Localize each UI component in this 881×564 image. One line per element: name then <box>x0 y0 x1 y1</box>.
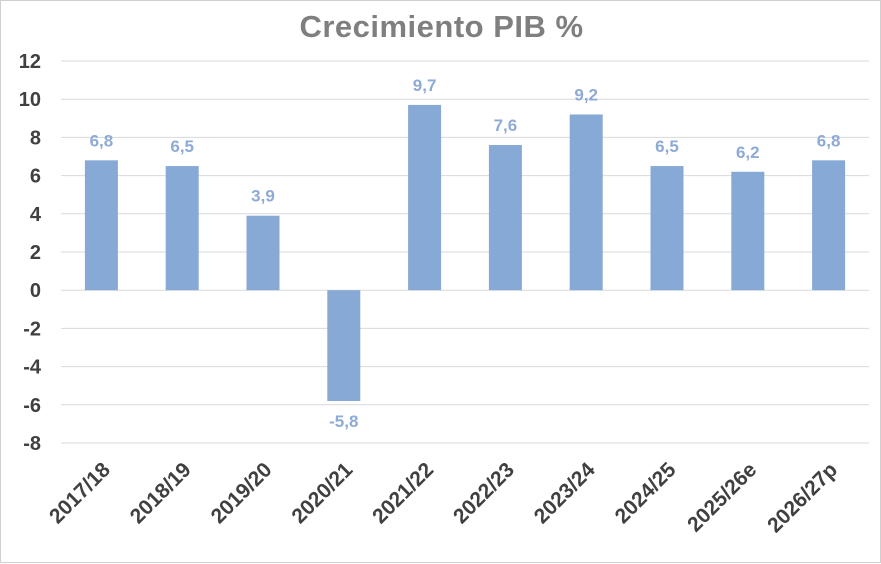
y-tick-label: -2 <box>23 318 41 340</box>
y-axis-ticks: 12 10 8 6 4 2 0 -2 -4 -6 -8 <box>19 51 42 455</box>
bars <box>84 104 846 401</box>
data-label: 3,9 <box>251 187 275 206</box>
y-tick-label: 2 <box>30 242 41 264</box>
bar <box>650 166 684 291</box>
bar <box>731 171 765 291</box>
x-tick-label: 2021/22 <box>368 458 438 528</box>
data-label: -5,8 <box>329 412 358 431</box>
data-labels: 6,8 6,5 3,9 -5,8 9,7 7,6 9,2 6,5 6,2 6,8 <box>90 76 841 431</box>
bar <box>812 160 846 291</box>
data-label: 6,8 <box>90 131 114 150</box>
x-tick-label: 2024/25 <box>611 458 681 528</box>
data-label: 6,8 <box>817 131 841 150</box>
y-tick-label: 6 <box>30 166 41 188</box>
data-label: 6,5 <box>170 137 194 156</box>
x-tick-label: 2025/26e <box>683 458 761 536</box>
data-label: 6,2 <box>736 143 760 162</box>
x-tick-label: 2020/21 <box>287 458 357 528</box>
bar <box>408 104 442 291</box>
x-tick-label: 2018/19 <box>126 458 196 528</box>
bar <box>488 145 522 291</box>
bar <box>165 166 199 291</box>
bar <box>246 215 280 291</box>
x-tick-label: 2026/27p <box>763 458 842 537</box>
y-tick-label: -8 <box>23 433 41 455</box>
y-tick-label: 4 <box>30 204 42 226</box>
y-tick-label: 8 <box>30 127 41 149</box>
data-label: 7,6 <box>494 116 518 135</box>
y-tick-label: 10 <box>19 89 41 111</box>
x-tick-label: 2023/24 <box>530 458 600 528</box>
bar <box>327 290 361 401</box>
gridlines <box>61 60 869 444</box>
data-label: 6,5 <box>655 137 679 156</box>
data-label: 9,7 <box>413 76 437 95</box>
bar <box>84 160 118 291</box>
x-tick-label: 2019/20 <box>207 458 277 528</box>
bar <box>569 114 603 291</box>
x-axis-ticks: 2017/18 2018/19 2019/20 2020/21 2021/22 2022/… <box>45 458 842 537</box>
x-tick-label: 2022/23 <box>449 458 519 528</box>
y-tick-label: 12 <box>19 51 41 73</box>
y-tick-label: 0 <box>30 280 41 302</box>
x-tick-label: 2017/18 <box>45 458 115 528</box>
chart-title: Crecimiento PIB % <box>299 9 584 44</box>
y-tick-label: -6 <box>23 395 41 417</box>
y-tick-label: -4 <box>23 357 42 379</box>
data-label: 9,2 <box>574 85 598 104</box>
